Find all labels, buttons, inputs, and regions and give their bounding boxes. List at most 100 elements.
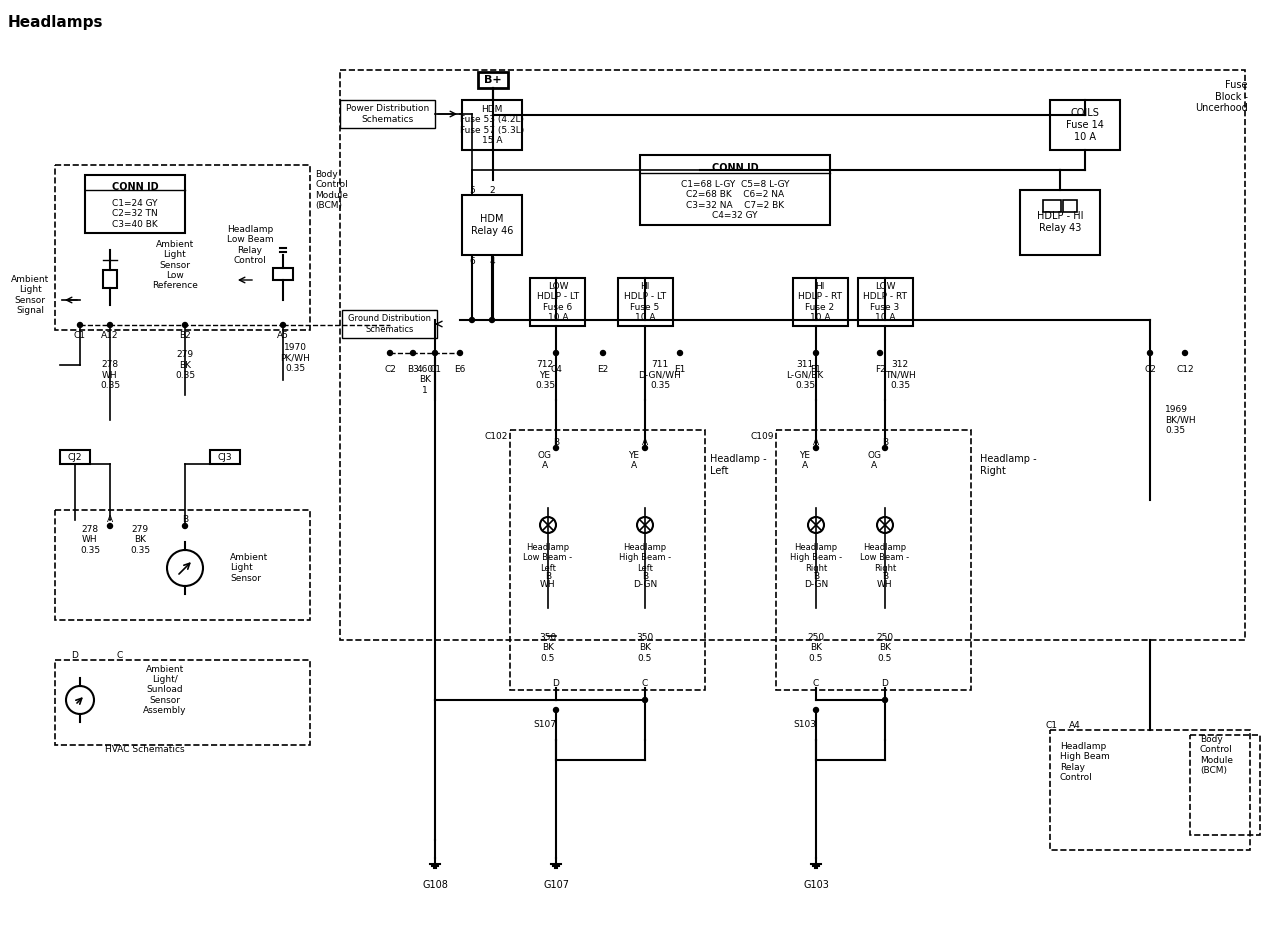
- Text: A: A: [813, 438, 818, 447]
- Bar: [54, 165, 310, 330]
- Text: Headlamp -
Right: Headlamp - Right: [980, 454, 1036, 475]
- Text: A: A: [802, 460, 808, 470]
- Text: C: C: [641, 679, 648, 688]
- Text: LOW
HDLP - RT
Fuse 3
10 A: LOW HDLP - RT Fuse 3 10 A: [863, 282, 907, 322]
- Text: C: C: [116, 651, 123, 660]
- Text: 250
BK
0.5: 250 BK 0.5: [807, 633, 825, 663]
- Text: B: B: [641, 572, 648, 581]
- Text: G108: G108: [423, 880, 448, 890]
- Text: E6: E6: [454, 365, 466, 374]
- Bar: [210, 450, 240, 464]
- Text: B: B: [553, 438, 559, 447]
- Circle shape: [813, 707, 818, 713]
- Text: 5: 5: [469, 186, 474, 195]
- Text: C2: C2: [1144, 365, 1156, 374]
- Text: E1: E1: [674, 365, 686, 374]
- Text: F1: F1: [811, 365, 821, 374]
- Bar: [1063, 200, 1077, 212]
- Bar: [54, 510, 310, 620]
- Circle shape: [108, 523, 113, 529]
- Text: LOW
HDLP - LT
Fuse 6
10 A: LOW HDLP - LT Fuse 6 10 A: [536, 282, 579, 322]
- Circle shape: [554, 707, 559, 713]
- Text: CONN ID: CONN ID: [712, 163, 758, 173]
- Bar: [340, 70, 1245, 640]
- Bar: [858, 278, 913, 326]
- Text: G103: G103: [803, 880, 829, 890]
- Circle shape: [1183, 350, 1188, 356]
- Text: 250
BK
0.5: 250 BK 0.5: [877, 633, 893, 663]
- Text: Headlamp
Low Beam -
Left: Headlamp Low Beam - Left: [524, 543, 573, 573]
- Text: C1: C1: [1046, 721, 1058, 730]
- Text: YE: YE: [629, 451, 640, 460]
- Circle shape: [1147, 350, 1152, 356]
- Circle shape: [469, 318, 474, 322]
- Text: A12: A12: [101, 331, 119, 339]
- Text: D-GN: D-GN: [632, 580, 657, 589]
- Text: 312
TN/WH
0.35: 312 TN/WH 0.35: [884, 361, 916, 389]
- Bar: [1020, 190, 1101, 255]
- Circle shape: [678, 350, 683, 356]
- Text: A: A: [870, 460, 877, 470]
- Text: G107: G107: [543, 880, 569, 890]
- Text: 1970
PK/WH
0.35: 1970 PK/WH 0.35: [280, 343, 310, 373]
- Text: 711
D-GN/WH
0.35: 711 D-GN/WH 0.35: [639, 361, 682, 389]
- Text: 4: 4: [490, 257, 495, 266]
- Circle shape: [813, 446, 818, 450]
- Bar: [510, 430, 705, 690]
- Text: HI
HDLP - RT
Fuse 2
10 A: HI HDLP - RT Fuse 2 10 A: [798, 282, 842, 322]
- Circle shape: [433, 350, 438, 356]
- Text: A4: A4: [1069, 721, 1080, 730]
- Bar: [619, 278, 673, 326]
- Circle shape: [182, 322, 187, 328]
- Text: D-GN: D-GN: [803, 580, 829, 589]
- Circle shape: [108, 322, 113, 328]
- Text: HDM
Relay 46: HDM Relay 46: [471, 214, 514, 235]
- Text: C: C: [813, 679, 820, 688]
- Text: 1969
BK/WH
0.35: 1969 BK/WH 0.35: [1165, 405, 1195, 435]
- Text: C1: C1: [73, 331, 86, 339]
- Text: F2: F2: [874, 365, 885, 374]
- Text: B: B: [882, 572, 888, 581]
- Circle shape: [490, 318, 495, 322]
- Text: Headlamp -
Left: Headlamp - Left: [710, 454, 767, 475]
- Text: Ambient
Light
Sensor
Signal: Ambient Light Sensor Signal: [11, 275, 49, 315]
- Text: 2: 2: [490, 186, 495, 195]
- Text: HVAC Schematics: HVAC Schematics: [105, 745, 185, 755]
- Text: CONN ID: CONN ID: [111, 182, 158, 192]
- Bar: [530, 278, 584, 326]
- Text: Body
Control
Module
(BCM): Body Control Module (BCM): [1200, 735, 1233, 775]
- Text: B: B: [882, 438, 888, 447]
- Bar: [85, 175, 185, 233]
- Circle shape: [281, 322, 286, 328]
- Text: Ambient
Light/
Sunload
Sensor
Assembly: Ambient Light/ Sunload Sensor Assembly: [143, 665, 187, 715]
- Text: Headlamp
Low Beam
Relay
Control: Headlamp Low Beam Relay Control: [226, 225, 273, 265]
- Text: 279
BK
0.35: 279 BK 0.35: [130, 525, 151, 555]
- Text: D: D: [72, 651, 78, 660]
- Text: A: A: [641, 438, 648, 447]
- Circle shape: [387, 350, 392, 356]
- Circle shape: [554, 350, 559, 356]
- Text: 712
YE
0.35: 712 YE 0.35: [535, 361, 555, 389]
- Text: Headlamp
Low Beam -
Right: Headlamp Low Beam - Right: [860, 543, 910, 573]
- Circle shape: [77, 322, 82, 328]
- Circle shape: [643, 698, 648, 702]
- Text: HI
HDLP - LT
Fuse 5
10 A: HI HDLP - LT Fuse 5 10 A: [624, 282, 667, 322]
- Text: OG: OG: [867, 451, 880, 460]
- Text: D: D: [553, 679, 559, 688]
- Text: YE: YE: [799, 451, 811, 460]
- Text: Headlamp
High Beam -
Left: Headlamp High Beam - Left: [619, 543, 670, 573]
- Text: HDLP - HI
Relay 43: HDLP - HI Relay 43: [1037, 211, 1083, 233]
- Circle shape: [643, 446, 648, 450]
- Text: C4: C4: [550, 365, 562, 374]
- Bar: [1050, 730, 1250, 850]
- Text: Headlamp
High Beam -
Right: Headlamp High Beam - Right: [789, 543, 842, 573]
- Bar: [54, 660, 310, 745]
- Text: A5: A5: [277, 331, 288, 339]
- Text: OG: OG: [538, 451, 552, 460]
- Circle shape: [813, 350, 818, 356]
- Bar: [478, 72, 509, 88]
- Text: B: B: [813, 572, 818, 581]
- Circle shape: [554, 446, 559, 450]
- Circle shape: [601, 350, 606, 356]
- Text: HDM
Fuse 53 (4.2L)
Fuse 57 (5.3L)
15 A: HDM Fuse 53 (4.2L) Fuse 57 (5.3L) 15 A: [460, 105, 524, 145]
